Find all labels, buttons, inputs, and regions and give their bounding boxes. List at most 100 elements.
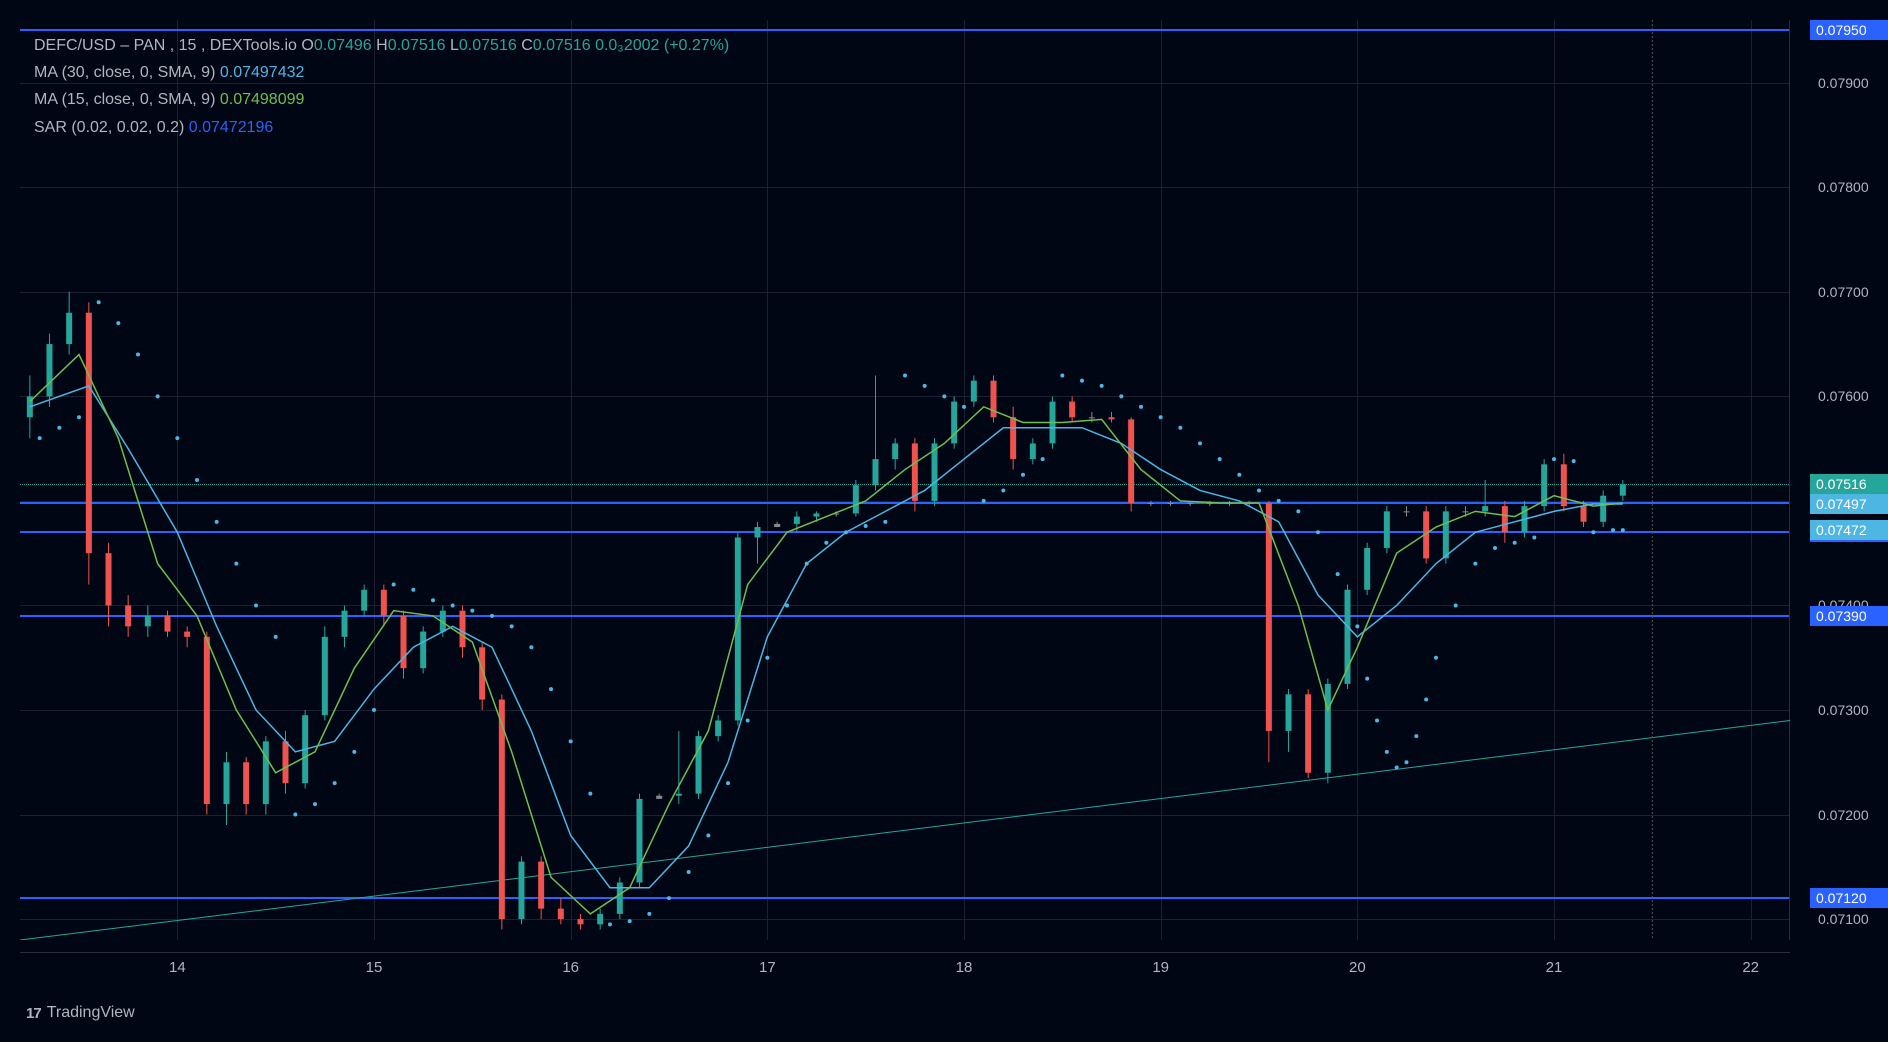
candle[interactable] bbox=[715, 720, 721, 736]
low-value: 0.07516 bbox=[459, 37, 517, 54]
candle[interactable] bbox=[1325, 684, 1331, 773]
candle[interactable] bbox=[1010, 417, 1016, 459]
candle[interactable] bbox=[1187, 503, 1193, 504]
candle[interactable] bbox=[47, 344, 53, 396]
candle[interactable] bbox=[1404, 511, 1410, 512]
candle[interactable] bbox=[656, 796, 662, 799]
candle[interactable] bbox=[342, 611, 348, 637]
candle[interactable] bbox=[322, 637, 328, 715]
sar-dot bbox=[1218, 457, 1222, 461]
sar-dot bbox=[175, 436, 179, 440]
candle[interactable] bbox=[1600, 496, 1606, 522]
ma30-line bbox=[30, 386, 1623, 888]
candle[interactable] bbox=[597, 914, 603, 924]
candle[interactable] bbox=[460, 611, 466, 648]
indicator-ma15-row[interactable]: MA (15, close, 0, SMA, 9) 0.07498099 bbox=[34, 86, 729, 113]
sar-dot bbox=[923, 384, 927, 388]
candle[interactable] bbox=[1305, 694, 1311, 772]
price-axis[interactable]: 0.071000.072000.073000.074000.075000.076… bbox=[1810, 20, 1888, 940]
candle[interactable] bbox=[1030, 443, 1036, 459]
indicator-ma30-row[interactable]: MA (30, close, 0, SMA, 9) 0.07497432 bbox=[34, 59, 729, 86]
chart-plot-area[interactable] bbox=[20, 20, 1790, 940]
sar-dot bbox=[1021, 473, 1025, 477]
candle[interactable] bbox=[774, 524, 780, 527]
candle[interactable] bbox=[86, 313, 92, 553]
candle[interactable] bbox=[499, 700, 505, 920]
chart-svg bbox=[20, 20, 1790, 940]
candle[interactable] bbox=[1128, 419, 1134, 503]
sar-dot bbox=[1454, 603, 1458, 607]
sar-dot bbox=[785, 603, 789, 607]
candle[interactable] bbox=[204, 637, 210, 804]
sar-dot bbox=[274, 635, 278, 639]
time-axis[interactable]: 141516171819202122 bbox=[20, 952, 1790, 982]
price-label: 0.07120 bbox=[1810, 888, 1888, 908]
candle[interactable] bbox=[66, 313, 72, 344]
candle[interactable] bbox=[1148, 503, 1154, 504]
candle[interactable] bbox=[1266, 503, 1272, 731]
high-value: 0.07516 bbox=[388, 37, 446, 54]
candle[interactable] bbox=[165, 616, 171, 632]
branding-text: TradingView bbox=[47, 1004, 135, 1022]
sar-dot bbox=[313, 802, 317, 806]
candle[interactable] bbox=[755, 527, 761, 537]
candle[interactable] bbox=[224, 762, 230, 804]
candle[interactable] bbox=[519, 862, 525, 920]
y-tick-label: 0.07100 bbox=[1818, 911, 1869, 927]
candle[interactable] bbox=[263, 741, 269, 804]
candle[interactable] bbox=[676, 794, 682, 796]
candle[interactable] bbox=[794, 517, 800, 524]
candle[interactable] bbox=[1561, 464, 1567, 506]
candle[interactable] bbox=[243, 762, 249, 804]
candle[interactable] bbox=[1581, 506, 1587, 522]
candle[interactable] bbox=[971, 381, 977, 402]
candle[interactable] bbox=[125, 605, 131, 626]
candle[interactable] bbox=[283, 741, 289, 783]
candle[interactable] bbox=[912, 443, 918, 501]
x-tick-label: 21 bbox=[1546, 959, 1563, 976]
candle[interactable] bbox=[1364, 548, 1370, 590]
candle[interactable] bbox=[1286, 694, 1292, 731]
candle[interactable] bbox=[1502, 506, 1508, 532]
x-tick-label: 20 bbox=[1349, 959, 1366, 976]
sar-dot bbox=[293, 813, 297, 817]
candle[interactable] bbox=[361, 590, 367, 611]
candle[interactable] bbox=[420, 632, 426, 669]
candle[interactable] bbox=[578, 919, 584, 924]
ma15-line bbox=[30, 355, 1623, 914]
candle[interactable] bbox=[853, 485, 859, 513]
sar-dot bbox=[97, 300, 101, 304]
candle[interactable] bbox=[558, 909, 564, 919]
symbol-row[interactable]: DEFC/USD – PAN , 15 , DEXTools.io O0.074… bbox=[34, 32, 729, 59]
candle[interactable] bbox=[106, 553, 112, 605]
candle[interactable] bbox=[1482, 506, 1488, 511]
candle[interactable] bbox=[1384, 511, 1390, 548]
candle[interactable] bbox=[873, 459, 879, 485]
sar-dot bbox=[352, 750, 356, 754]
candle[interactable] bbox=[145, 616, 151, 626]
candle[interactable] bbox=[1463, 511, 1469, 512]
candle[interactable] bbox=[1620, 484, 1626, 496]
sar-dot bbox=[411, 588, 415, 592]
sar-dot bbox=[195, 478, 199, 482]
candle[interactable] bbox=[814, 513, 820, 516]
candle[interactable] bbox=[892, 443, 898, 459]
sar-dot bbox=[1336, 572, 1340, 576]
candle[interactable] bbox=[1089, 417, 1095, 418]
sar-dot bbox=[1139, 405, 1143, 409]
candle[interactable] bbox=[1109, 417, 1115, 419]
sar-dot bbox=[215, 520, 219, 524]
candle[interactable] bbox=[381, 590, 387, 616]
candle[interactable] bbox=[1168, 503, 1174, 504]
price-label: 0.07390 bbox=[1810, 606, 1888, 626]
candle[interactable] bbox=[1443, 511, 1449, 558]
sar-dot bbox=[1296, 509, 1300, 513]
sar-dot bbox=[431, 598, 435, 602]
sar-dot bbox=[824, 541, 828, 545]
indicator-sar-row[interactable]: SAR (0.02, 0.02, 0.2) 0.07472196 bbox=[34, 114, 729, 141]
candle[interactable] bbox=[184, 632, 190, 637]
tradingview-branding[interactable]: 17 TradingView bbox=[26, 1004, 135, 1022]
candle[interactable] bbox=[1069, 402, 1075, 418]
candle[interactable] bbox=[538, 862, 544, 909]
sar-dot bbox=[57, 426, 61, 430]
